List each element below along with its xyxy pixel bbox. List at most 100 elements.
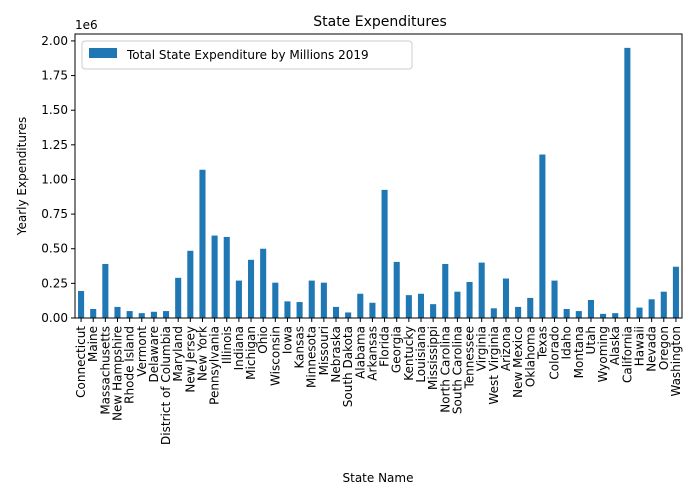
- x-tick-label: Alaska: [608, 326, 622, 365]
- bar: [138, 313, 145, 318]
- x-tick-label: Virginia: [475, 326, 489, 371]
- x-tick-label: Texas: [535, 326, 549, 360]
- bar: [272, 282, 279, 318]
- x-tick-label: Connecticut: [74, 326, 88, 398]
- x-tick-label: Rhode Island: [123, 326, 137, 404]
- bar: [430, 304, 437, 318]
- bar: [478, 262, 485, 318]
- bar: [369, 302, 376, 318]
- x-tick-label: Minnesota: [305, 326, 319, 388]
- x-tick-label: Oregon: [657, 326, 671, 370]
- legend: Total State Expenditure by Millions 2019: [81, 40, 413, 70]
- bar: [187, 250, 194, 318]
- bar: [90, 308, 97, 318]
- x-tick-label: Arizona: [499, 326, 513, 371]
- x-tick-label: Idaho: [560, 326, 574, 359]
- bar: [345, 312, 352, 318]
- x-tick-label: Florida: [378, 326, 392, 367]
- x-tick-label: California: [620, 326, 634, 383]
- x-tick-label: Mississippi: [426, 326, 440, 390]
- x-tick-label: Pennsylvania: [208, 326, 222, 405]
- bar: [636, 307, 643, 318]
- bar: [150, 311, 157, 318]
- x-tick-label: New Jersey: [183, 326, 197, 393]
- bar: [502, 278, 510, 318]
- bar: [320, 282, 327, 318]
- x-tick-label: Washington: [669, 326, 683, 397]
- y-tick-label: 0.75: [41, 207, 68, 221]
- bar: [515, 306, 522, 318]
- bar: [211, 235, 218, 318]
- x-tick-label: New York: [195, 326, 209, 381]
- bar: [393, 261, 400, 318]
- x-tick-label: Maryland: [171, 326, 185, 382]
- bar: [587, 299, 594, 318]
- x-tick-label: Nebraska: [329, 326, 343, 383]
- x-tick-label: Arkansas: [365, 326, 379, 381]
- legend-swatch: [89, 48, 117, 58]
- x-tick-label: District of Columbia: [159, 326, 173, 445]
- x-tick-label: Wyoming: [596, 326, 610, 382]
- legend-label: Total State Expenditure by Millions 2019: [126, 48, 369, 62]
- bar: [223, 236, 230, 318]
- bar: [624, 47, 631, 318]
- x-tick-label: Louisiana: [414, 326, 428, 383]
- chart-title: State Expenditures: [313, 14, 447, 30]
- bar-series: [78, 47, 679, 318]
- y-tick-label: 0.25: [41, 276, 68, 290]
- y-tick-label: 1.25: [41, 138, 68, 152]
- bar: [442, 263, 449, 318]
- plot-area-frame: [74, 33, 683, 319]
- bar: [551, 280, 558, 318]
- x-tick-label: Utah: [584, 326, 598, 354]
- x-tick-label: Illinois: [220, 326, 234, 364]
- x-tick-label: North Carolina: [438, 326, 452, 413]
- bar: [308, 280, 315, 318]
- legend-frame: [81, 40, 413, 70]
- bar: [490, 308, 497, 318]
- x-tick-label: Missouri: [317, 326, 331, 375]
- x-tick-label: Alabama: [353, 326, 367, 379]
- bar: [296, 302, 303, 318]
- bar: [332, 306, 340, 318]
- y-tick-label: 2.00: [41, 34, 68, 48]
- bar: [660, 291, 667, 318]
- x-tick-label: Georgia: [390, 326, 404, 373]
- x-tick-label: South Carolina: [450, 326, 464, 414]
- x-tick-label: Indiana: [232, 326, 246, 370]
- y-tick-label: 0.00: [41, 311, 68, 325]
- x-tick-label: Colorado: [548, 326, 562, 380]
- y-axis-title: Yearly Expenditures: [15, 117, 29, 237]
- x-tick-label: Kentucky: [402, 326, 416, 381]
- bar: [612, 313, 619, 318]
- x-tick-label: Michigan: [244, 326, 258, 380]
- x-tick-label: Kansas: [293, 326, 307, 368]
- bar: [405, 295, 412, 318]
- x-tick-label: New Hampshire: [110, 326, 124, 421]
- bar: [78, 290, 85, 318]
- x-tick-label: Oklahoma: [523, 326, 537, 387]
- y-tick-label: 0.50: [41, 242, 68, 256]
- bar: [357, 293, 364, 318]
- x-tick-label: Montana: [572, 326, 586, 378]
- bar: [260, 248, 267, 318]
- bar: [284, 301, 291, 318]
- y-tick-label: 1.00: [41, 172, 68, 186]
- x-tick-label: Vermont: [135, 326, 149, 377]
- bar: [563, 308, 570, 318]
- x-tick-label: New Mexico: [511, 326, 525, 398]
- bar: [175, 277, 182, 318]
- bar: [527, 297, 534, 318]
- x-tick-label: Hawaii: [633, 326, 647, 366]
- bar: [114, 306, 121, 318]
- bar: [672, 266, 679, 318]
- x-tick-label: Nevada: [645, 326, 659, 372]
- x-tick-label: Maine: [86, 326, 100, 362]
- bar: [163, 311, 170, 318]
- bar: [539, 154, 546, 318]
- bar: [126, 311, 133, 318]
- x-tick-label: South Dakota: [341, 326, 355, 407]
- x-tick-label: Delaware: [147, 326, 161, 383]
